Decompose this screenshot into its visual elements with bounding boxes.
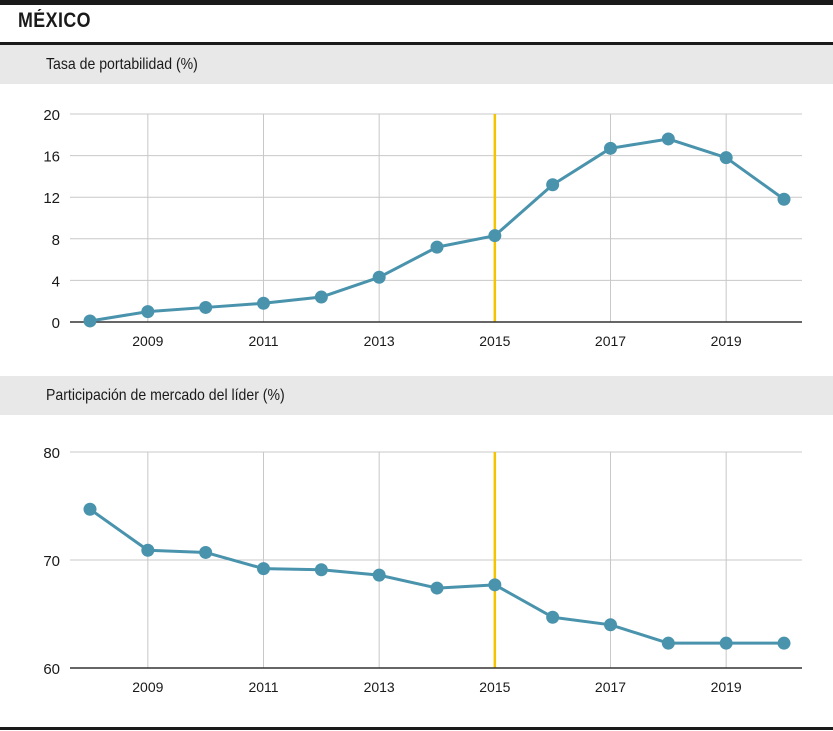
portability-rate-chart: 0 4 8 12 16 20 2009 2011 2013 2015 2017 2019 [43, 107, 802, 349]
x-tick-label: 2015 [479, 679, 510, 695]
data-point [257, 296, 270, 310]
x-tick-label: 2009 [132, 333, 163, 349]
data-point [314, 290, 328, 304]
x-tick-label: 2011 [248, 333, 278, 349]
x-tick-label: 2011 [248, 679, 278, 695]
data-point [141, 543, 155, 557]
y-tick-label: 0 [52, 315, 60, 332]
page-title: MÉXICO [18, 9, 91, 32]
y-tick-label: 80 [43, 445, 60, 462]
data-point [257, 562, 270, 576]
x-tick-label: 2017 [595, 679, 626, 695]
x-tick-label: 2013 [364, 679, 395, 695]
y-tick-label: 12 [43, 190, 60, 207]
y-tick-label: 8 [52, 232, 60, 249]
chart-1-header: Tasa de portabilidad (%) [0, 45, 833, 84]
y-tick-label: 60 [43, 661, 60, 678]
data-point [661, 132, 675, 146]
data-point [314, 563, 328, 577]
chart-1-title: Tasa de portabilidad (%) [46, 56, 198, 73]
data-point [430, 581, 444, 595]
y-tick-label: 16 [43, 149, 60, 166]
series-line [89, 137, 785, 323]
title-rule [0, 42, 833, 45]
y-tick-label: 20 [43, 107, 60, 124]
data-point [546, 610, 560, 624]
x-tick-label: 2017 [595, 333, 626, 349]
data-point [719, 636, 733, 650]
x-tick-label: 2013 [364, 333, 395, 349]
leader-market-share-chart: 60 70 80 2009 2011 2013 2015 2017 2019 [43, 445, 802, 695]
x-tick-label: 2019 [711, 679, 742, 695]
series-line [89, 508, 784, 645]
data-point [372, 270, 386, 284]
data-point [719, 151, 733, 165]
data-point [199, 300, 213, 314]
data-point [488, 229, 502, 243]
x-tick-label: 2009 [132, 679, 163, 695]
data-point [777, 192, 791, 206]
x-tick-label: 2015 [479, 333, 510, 349]
chart-2-header: Participación de mercado del líder (%) [0, 376, 833, 415]
data-point [83, 502, 97, 516]
data-point [430, 240, 444, 254]
data-point [546, 178, 560, 192]
y-tick-label: 4 [52, 273, 60, 290]
y-tick-label: 70 [43, 553, 60, 570]
data-point [141, 305, 155, 319]
data-point [604, 141, 617, 155]
chart-2-title: Participación de mercado del líder (%) [46, 387, 285, 404]
bottom-rule [0, 727, 833, 730]
data-point [777, 636, 791, 650]
top-rule [0, 0, 833, 5]
data-point [372, 568, 386, 582]
data-point [661, 636, 675, 650]
data-point [604, 618, 617, 632]
x-tick-label: 2019 [711, 333, 742, 349]
data-point [199, 545, 213, 559]
data-point [83, 314, 97, 328]
data-point [488, 578, 502, 592]
